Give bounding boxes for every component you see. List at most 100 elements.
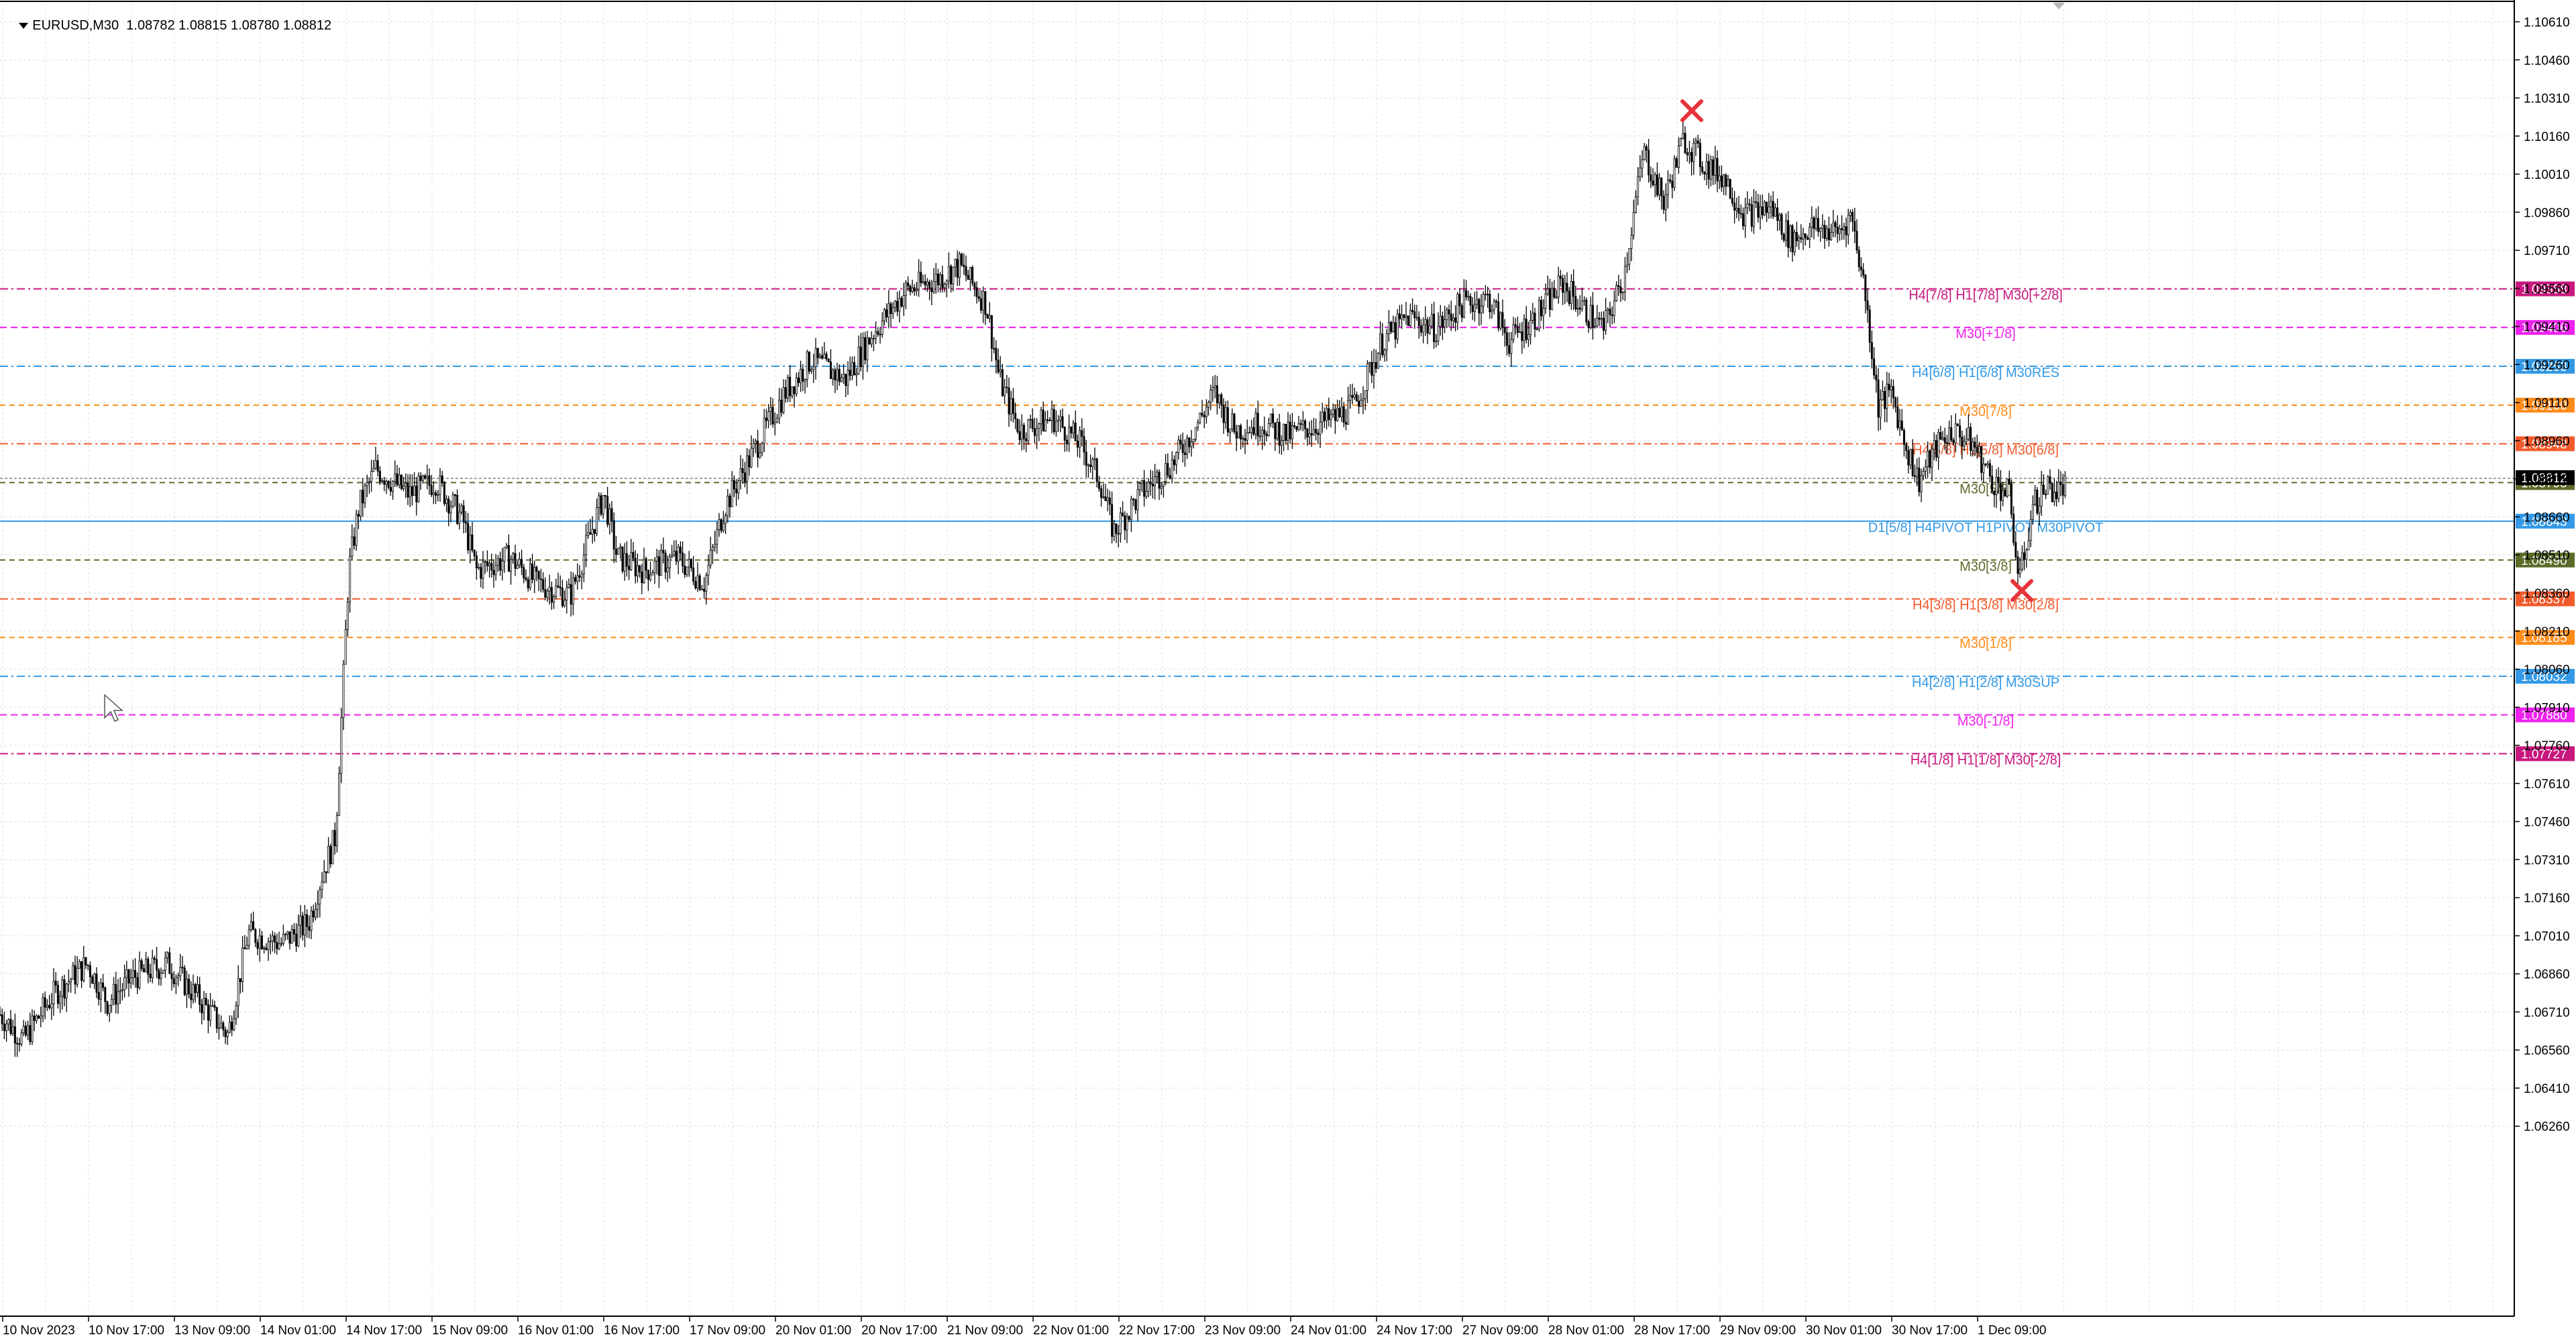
- candle-body: [2002, 490, 2004, 501]
- candle-body: [1456, 294, 1459, 323]
- candle-body: [145, 959, 148, 973]
- candle-body: [366, 482, 368, 486]
- candle-body: [1004, 386, 1006, 396]
- candle-body: [1995, 477, 1998, 495]
- candle-body: [95, 973, 98, 993]
- candle-body: [306, 914, 309, 927]
- candle-body: [771, 407, 774, 425]
- candle-body: [516, 564, 519, 569]
- candle-body: [89, 965, 91, 977]
- candle-body: [342, 663, 345, 718]
- candle-body: [445, 498, 448, 504]
- candle-body: [795, 377, 798, 394]
- candle-body: [722, 523, 724, 531]
- candle-body: [0, 1014, 1, 1016]
- candle-body: [576, 575, 579, 582]
- candle-body: [589, 532, 592, 535]
- candle-body: [355, 514, 358, 546]
- candle-body: [1591, 305, 1594, 328]
- candle-body: [1063, 427, 1066, 441]
- dropdown-arrow-icon[interactable]: [19, 23, 29, 30]
- candle-body: [505, 545, 508, 548]
- candle-body: [127, 969, 130, 983]
- candle-body: [1134, 499, 1137, 511]
- candle-body: [1059, 416, 1062, 421]
- candle-body: [913, 287, 916, 292]
- candle-body: [1705, 161, 1708, 174]
- candle-body: [492, 570, 495, 576]
- time-tick-label: 13 Nov 09:00: [174, 1324, 250, 1338]
- candle-body: [1460, 305, 1463, 318]
- candle-body: [1336, 408, 1339, 421]
- candle-body: [142, 968, 145, 973]
- candle-body: [241, 947, 244, 982]
- time-tick-label: 30 Nov 17:00: [1892, 1324, 1968, 1338]
- price-tick-label: 1.08960: [2524, 435, 2570, 449]
- candle-body: [1115, 523, 1118, 534]
- candle-body: [3, 1023, 5, 1032]
- candle-body: [1959, 425, 1962, 438]
- candle-body: [1900, 420, 1903, 431]
- candle-body: [1203, 415, 1205, 417]
- candle-body: [1278, 422, 1281, 446]
- candle-body: [1158, 472, 1161, 489]
- candle-body: [499, 558, 502, 571]
- time-tick-label: 28 Nov 01:00: [1548, 1324, 1624, 1338]
- candle-body: [1183, 452, 1186, 456]
- level-label: M30[-1/8]: [1957, 714, 2014, 729]
- candle-body: [1503, 327, 1506, 333]
- candle-body: [46, 1005, 48, 1008]
- candle-body: [660, 549, 663, 576]
- candle-body: [1580, 301, 1583, 310]
- candle-body: [1218, 394, 1221, 404]
- candle-body: [1566, 282, 1568, 292]
- candle-body: [759, 452, 761, 458]
- candle-body: [1049, 419, 1051, 421]
- price-tick-label: 1.07460: [2524, 816, 2570, 830]
- level-price-tag: [2516, 397, 2575, 413]
- candle-body: [739, 468, 742, 482]
- candle-body: [537, 571, 540, 580]
- candle-body: [1149, 481, 1152, 484]
- candle-body: [832, 370, 835, 379]
- candle-body: [349, 555, 352, 602]
- candle-body: [387, 480, 390, 488]
- candle-body: [1723, 174, 1725, 188]
- candle-body: [1417, 317, 1420, 327]
- candle-body: [999, 369, 1002, 372]
- candle-body: [1634, 196, 1637, 213]
- candle-body: [447, 498, 450, 514]
- candle-body: [1362, 398, 1364, 401]
- candle-body: [816, 347, 819, 358]
- candle-body: [806, 352, 808, 380]
- candle-body: [800, 368, 802, 383]
- candle-body: [1873, 358, 1876, 376]
- candle-body: [1194, 427, 1197, 440]
- candle-body: [1122, 513, 1124, 517]
- candle-body: [1924, 466, 1927, 472]
- candle-body: [194, 984, 197, 994]
- candle-body: [1709, 159, 1712, 180]
- level-label: H4[2/8] H1[2/8] M30SUP: [1912, 676, 2059, 690]
- candle-body: [578, 575, 581, 578]
- candle-body: [338, 773, 341, 816]
- candle-body: [327, 846, 330, 873]
- candle-body: [415, 485, 418, 502]
- candle-body: [2038, 505, 2041, 514]
- candle-body: [421, 475, 424, 481]
- candle-body: [290, 928, 293, 944]
- candle-body: [1540, 300, 1543, 317]
- candle-body: [1798, 237, 1801, 242]
- candle-body: [1789, 225, 1792, 248]
- candle-body: [1001, 369, 1004, 396]
- candle-body: [775, 417, 778, 423]
- candle-body: [915, 289, 918, 292]
- candle-body: [1684, 133, 1686, 154]
- candle-body: [353, 536, 356, 546]
- level-price-tag: [2516, 359, 2575, 374]
- candle-body: [24, 1026, 27, 1036]
- candle-body: [664, 552, 667, 573]
- candle-body: [329, 846, 332, 865]
